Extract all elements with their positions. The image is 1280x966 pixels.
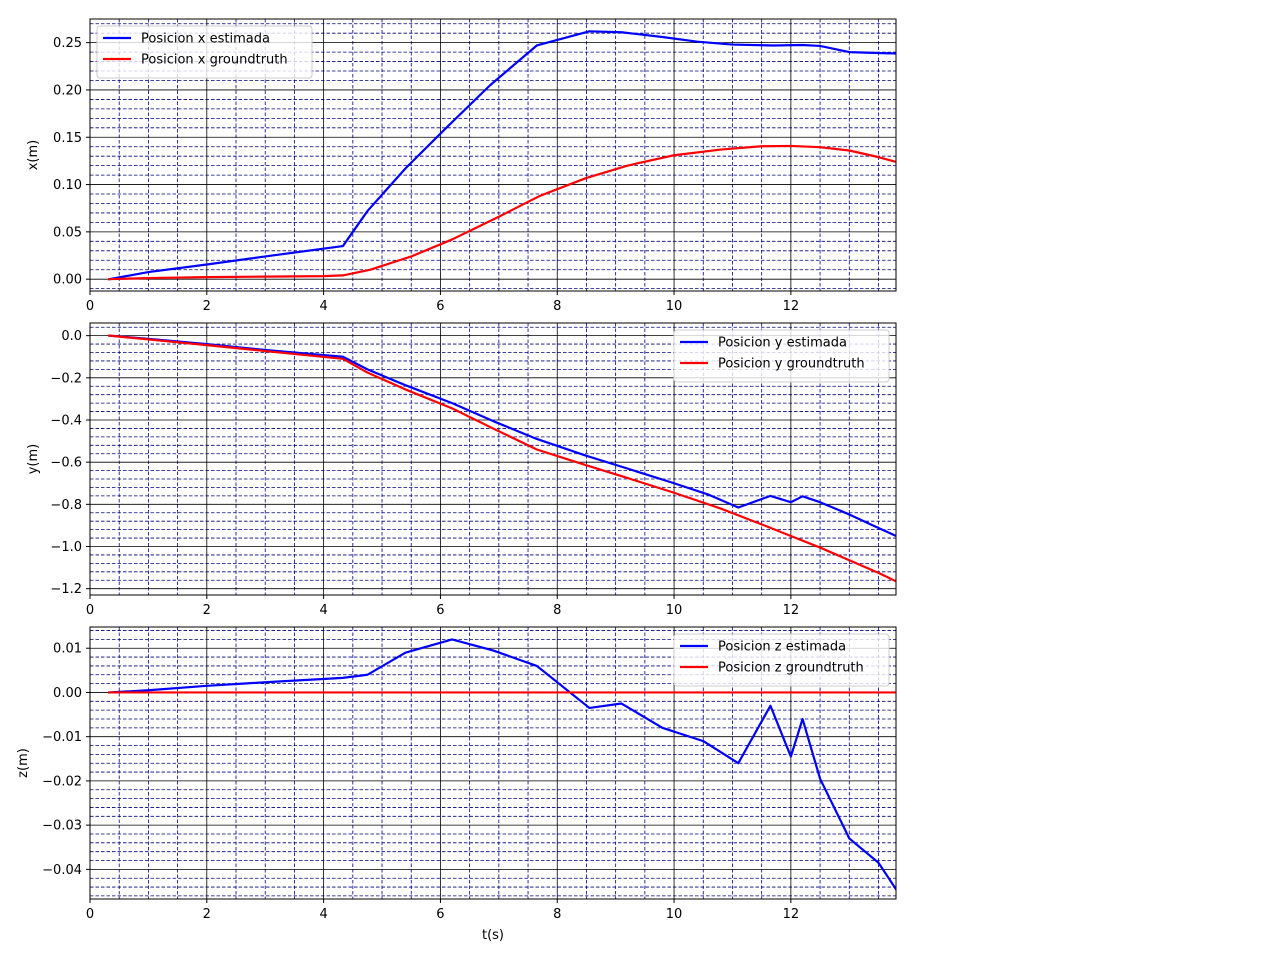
y-tick-label: −0.8 (50, 498, 82, 513)
x-tick-label: 2 (203, 603, 211, 618)
x-tick-label: 12 (783, 299, 800, 314)
x-tick-label: 8 (553, 907, 561, 922)
x-tick-label: 6 (436, 907, 444, 922)
series-line-estimada (108, 334, 896, 538)
y-tick-label: −0.4 (50, 413, 82, 428)
x-tick-label: 8 (553, 299, 561, 314)
legend: Posicion x estimada Posicion x groundtrut… (96, 25, 313, 79)
x-tick-label: 10 (666, 299, 683, 314)
x-tick-label: 10 (666, 907, 683, 922)
series-group (107, 30, 896, 281)
x-tick-label: 4 (319, 907, 327, 922)
x-tick-label: 4 (319, 603, 327, 618)
y-axis-label: z(m) (16, 748, 31, 778)
axes-frame (89, 626, 897, 900)
y-tick-label: −0.01 (42, 730, 82, 745)
legend-box (673, 633, 890, 687)
series-line-estimada (108, 638, 896, 891)
x-tick-label: 0 (86, 299, 94, 314)
y-tick-label: 0.15 (53, 131, 82, 146)
y-tick-label: −0.02 (42, 774, 82, 789)
x-tick-label: 0 (86, 603, 94, 618)
x-tick-label: 12 (783, 603, 800, 618)
x-tick-label: 2 (203, 299, 211, 314)
x-tick-label: 0 (86, 907, 94, 922)
legend-label: Posicion z estimada (718, 640, 846, 655)
y-tick-label: 0.10 (53, 178, 82, 193)
y-tick-label: 0.0 (61, 329, 82, 344)
legend-box (673, 329, 890, 383)
legend-label: Posicion y estimada (718, 336, 847, 351)
x-position-panel: 0 2 4 6 8 10 12 0.00 0.05 0.10 0.15 0.20 0.25 x(m) Pos… (26, 18, 897, 314)
x-tick-label: 8 (553, 603, 561, 618)
legend-label: Posicion x groundtruth (141, 53, 288, 68)
axes-frame (89, 18, 897, 292)
x-tick-label: 10 (666, 603, 683, 618)
y-tick-label: −1.0 (50, 540, 82, 555)
legend-label: Posicion x estimada (141, 32, 270, 47)
y-tick-label: −1.2 (50, 582, 82, 597)
series-group (108, 638, 896, 891)
series-line-groundtruth (108, 144, 896, 281)
axes-frame (89, 322, 897, 596)
x-tick-label: 2 (203, 907, 211, 922)
y-tick-label: −0.04 (42, 863, 82, 878)
legend: Posicion z estimada Posicion z groundtrut… (673, 633, 890, 687)
x-tick-label: 6 (436, 603, 444, 618)
y-tick-label: −0.2 (50, 371, 82, 386)
series-line-groundtruth (108, 334, 896, 583)
y-tick-label: 0.20 (53, 83, 82, 98)
x-tick-label: 6 (436, 299, 444, 314)
y-position-panel: 0 2 4 6 8 10 12 0.0 −0.2 −0.4 −0.6 −0.8 −1.0 −1.2 y(m)… (26, 322, 897, 618)
z-position-panel: 0 2 4 6 8 10 12 0.01 0.00 −0.01 −0.02 −0.03 −0.04 z(m… (16, 626, 897, 943)
x-tick-label: 12 (783, 907, 800, 922)
legend-box (96, 25, 313, 79)
y-tick-label: 0.25 (53, 36, 82, 51)
y-tick-label: 0.00 (53, 686, 82, 701)
legend: Posicion y estimada Posicion y groundtrut… (673, 329, 890, 383)
y-tick-label: 0.05 (53, 225, 82, 240)
legend-label: Posicion y groundtruth (718, 357, 865, 372)
y-tick-label: 0.00 (53, 273, 82, 288)
x-axis-label: t(s) (482, 928, 504, 943)
y-axis-label: x(m) (26, 140, 41, 171)
series-line-estimada (107, 30, 896, 281)
x-tick-label: 4 (319, 299, 327, 314)
y-tick-label: −0.03 (42, 819, 82, 834)
y-axis-label: y(m) (26, 444, 41, 475)
legend-label: Posicion z groundtruth (718, 661, 864, 676)
y-tick-label: 0.01 (53, 642, 82, 657)
y-tick-label: −0.6 (50, 456, 82, 471)
series-group (108, 334, 896, 583)
